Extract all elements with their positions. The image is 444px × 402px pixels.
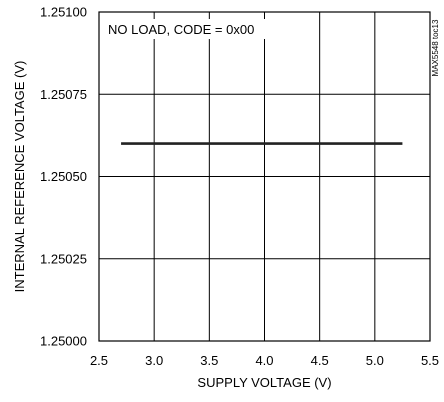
y-tick-label: 1.25050: [40, 169, 87, 184]
y-tick-label: 1.25100: [40, 5, 87, 20]
x-axis-label: SUPPLY VOLTAGE (V): [197, 375, 331, 390]
y-tick-label: 1.25000: [40, 334, 87, 349]
y-tick-label: 1.25075: [40, 87, 87, 102]
y-tick-labels: 1.25000 1.25025 1.25050 1.25075 1.25100: [40, 5, 87, 349]
annotation-background: [102, 19, 280, 39]
annotation: NO LOAD, CODE = 0x00: [108, 22, 254, 37]
plot-frame: [98, 11, 431, 342]
x-tick-label: 2.5: [90, 353, 108, 368]
x-tick-label: 5.5: [421, 353, 439, 368]
x-tick-label: 3.0: [145, 353, 163, 368]
y-tick-label: 1.25025: [40, 251, 87, 266]
x-tick-label: 5.0: [366, 353, 384, 368]
x-tick-label: 4.0: [255, 353, 273, 368]
figure-id: MAX5548 toc13: [431, 19, 440, 76]
x-tick-label: 4.5: [311, 353, 329, 368]
y-axis-label: INTERNAL REFERENCE VOLTAGE (V): [12, 61, 27, 293]
x-tick-labels: 2.5 3.0 3.5 4.0 4.5 5.0 5.5: [90, 353, 439, 368]
x-tick-label: 3.5: [200, 353, 218, 368]
grid: [99, 12, 430, 341]
